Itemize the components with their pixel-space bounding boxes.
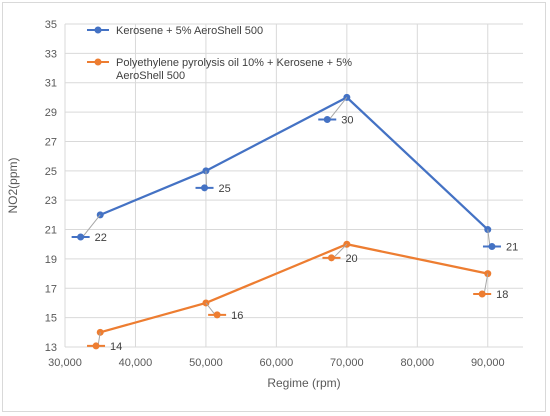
data-label-key-marker: [478, 290, 486, 298]
y-tick-label: 17: [45, 283, 57, 295]
data-label: 25: [219, 183, 231, 195]
x-tick-label: 60,000: [260, 357, 294, 369]
y-tick-label: 19: [45, 254, 57, 266]
legend-label: Polyethylene pyrolysis oil 10% + Kerosen…: [116, 57, 352, 69]
data-label: 30: [341, 115, 353, 127]
x-tick-label: 40,000: [119, 357, 153, 369]
series-line: [99, 243, 488, 334]
data-label-key-marker: [323, 116, 331, 124]
y-tick-label: 31: [45, 78, 57, 90]
y-tick-label: 23: [45, 195, 57, 207]
series-line: [99, 96, 489, 231]
x-axis-title: Regime (rpm): [267, 376, 340, 390]
data-label-leader: [82, 214, 101, 238]
y-tick-label: 27: [45, 136, 57, 148]
y-tick-label: 35: [45, 19, 57, 31]
x-tick-label: 80,000: [400, 357, 434, 369]
data-label-key-marker: [92, 342, 100, 350]
data-label-key-marker: [327, 254, 335, 262]
legend-key-marker: [94, 26, 102, 34]
data-label-key-marker: [213, 311, 221, 319]
data-label-leader: [487, 229, 491, 247]
data-label-key-marker: [77, 233, 85, 241]
data-label-leader: [483, 273, 489, 295]
y-tick-label: 29: [45, 107, 57, 119]
legend-key-marker: [94, 58, 102, 66]
y-tick-label: 25: [45, 166, 57, 178]
y-tick-label: 13: [45, 342, 57, 354]
y-tick-label: 21: [45, 225, 57, 237]
data-label: 14: [110, 341, 122, 353]
x-tick-label: 30,000: [48, 357, 82, 369]
data-label: 16: [231, 310, 243, 322]
y-tick-label: 15: [45, 313, 57, 325]
chart-frame: [2, 2, 546, 412]
data-label: 22: [95, 232, 107, 244]
x-tick-label: 70,000: [330, 357, 364, 369]
data-label-leader: [333, 243, 348, 259]
data-label: 18: [496, 289, 508, 301]
y-axis-title: NO2(ppm): [6, 157, 20, 213]
data-label: 20: [345, 253, 357, 265]
data-label-leader: [205, 302, 216, 316]
data-label-key-marker: [201, 184, 209, 192]
data-label: 21: [506, 242, 518, 254]
legend-label: AeroShell 500: [116, 70, 185, 82]
data-label-leader: [328, 97, 348, 120]
x-tick-label: 50,000: [189, 357, 223, 369]
data-label-key-marker: [488, 243, 496, 251]
x-tick-label: 90,000: [471, 357, 505, 369]
legend-label: Kerosene + 5% AeroShell 500: [116, 25, 263, 37]
y-tick-label: 33: [45, 48, 57, 60]
